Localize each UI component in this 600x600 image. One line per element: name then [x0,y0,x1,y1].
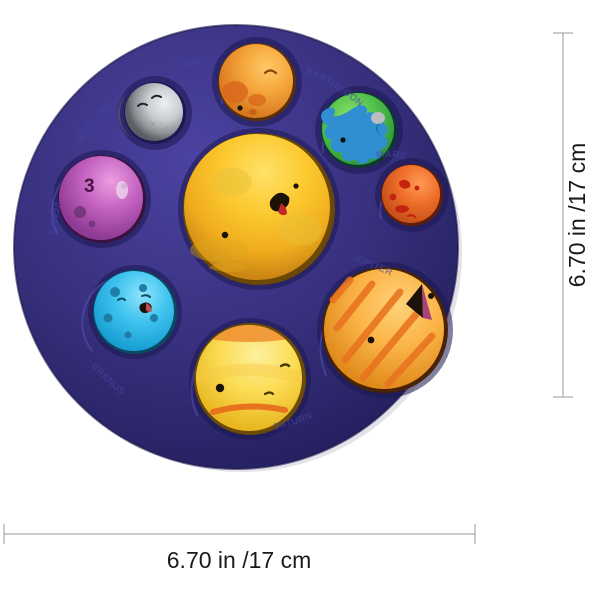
svg-text:6.70 in /17 cm: 6.70 in /17 cm [564,143,590,287]
svg-text:3: 3 [84,176,95,197]
svg-text:6.70 in /17 cm: 6.70 in /17 cm [167,547,311,573]
